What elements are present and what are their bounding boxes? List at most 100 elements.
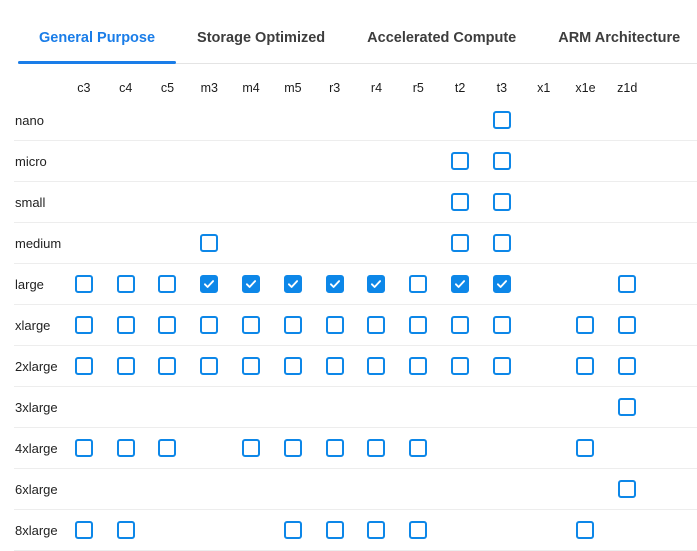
cell-large-z1d [606, 275, 648, 293]
checkbox-small-t3[interactable] [492, 193, 511, 211]
checkbox-xlarge-z1d[interactable] [618, 316, 637, 334]
checkbox-2xlarge-c5[interactable] [158, 357, 177, 375]
column-header-row: c3 c4 c5 m3 m4 m5 r3 r4 r5 t2 t3 x1 x1e z1d [14, 76, 697, 100]
checkbox-4xlarge-x1e[interactable] [576, 439, 595, 457]
checkbox-large-z1d[interactable] [618, 275, 637, 293]
checkbox-xlarge-t3[interactable] [492, 316, 511, 334]
tab-arm-architecture[interactable]: ARM Architecture [558, 30, 681, 46]
checkbox-4xlarge-c3[interactable] [74, 439, 93, 457]
checkbox-2xlarge-r3[interactable] [325, 357, 344, 375]
checkmark-icon [204, 280, 215, 288]
checkbox-4xlarge-r3[interactable] [325, 439, 344, 457]
checkbox-2xlarge-t2[interactable] [451, 357, 470, 375]
checkbox-8xlarge-c3[interactable] [74, 521, 93, 539]
checkbox-xlarge-r3[interactable] [325, 316, 344, 334]
checkbox-2xlarge-r4[interactable] [367, 357, 386, 375]
cell-medium-m3 [188, 234, 230, 252]
checkbox-xlarge-m4[interactable] [242, 316, 261, 334]
cell-xlarge-r5 [397, 316, 439, 334]
checkbox-xlarge-c3[interactable] [74, 316, 93, 334]
checkbox-8xlarge-m5[interactable] [283, 521, 302, 539]
checkbox-large-c4[interactable] [116, 275, 135, 293]
checkbox-large-t3[interactable] [492, 275, 511, 293]
checkbox-2xlarge-m4[interactable] [242, 357, 261, 375]
row-small: small [14, 182, 697, 223]
col-header-z1d: z1d [617, 81, 638, 95]
checkbox-4xlarge-c4[interactable] [116, 439, 135, 457]
tab-general-purpose[interactable]: General Purpose [18, 18, 177, 64]
checkbox-3xlarge-z1d[interactable] [618, 398, 637, 416]
checkbox-xlarge-c5[interactable] [158, 316, 177, 334]
cell-xlarge-r3 [314, 316, 356, 334]
cell-4xlarge-r3 [314, 439, 356, 457]
checkbox-xlarge-r4[interactable] [367, 316, 386, 334]
checkbox-large-m5[interactable] [283, 275, 302, 293]
checkbox-large-r4[interactable] [367, 275, 386, 293]
cell-8xlarge-c4 [105, 521, 147, 539]
checkbox-medium-t3[interactable] [492, 234, 511, 252]
cell-large-r3 [314, 275, 356, 293]
tab-storage-optimized[interactable]: Storage Optimized [197, 30, 326, 46]
tab-accelerated-compute[interactable]: Accelerated Compute [367, 30, 517, 46]
cell-xlarge-c5 [147, 316, 189, 334]
checkbox-2xlarge-x1e[interactable] [576, 357, 595, 375]
checkbox-2xlarge-c3[interactable] [74, 357, 93, 375]
checkbox-xlarge-r5[interactable] [409, 316, 428, 334]
checkbox-large-r5[interactable] [409, 275, 428, 293]
checkbox-2xlarge-m3[interactable] [200, 357, 219, 375]
cell-xlarge-c3 [63, 316, 105, 334]
checkbox-large-m3[interactable] [200, 275, 219, 293]
checkbox-4xlarge-c5[interactable] [158, 439, 177, 457]
checkbox-large-m4[interactable] [242, 275, 261, 293]
row-label-3xlarge: 3xlarge [15, 399, 58, 415]
checkbox-xlarge-t2[interactable] [451, 316, 470, 334]
row-6xlarge: 6xlarge [14, 469, 697, 510]
checkbox-2xlarge-c4[interactable] [116, 357, 135, 375]
checkbox-medium-t2[interactable] [451, 234, 470, 252]
checkbox-8xlarge-r5[interactable] [409, 521, 428, 539]
checkbox-4xlarge-r5[interactable] [409, 439, 428, 457]
cell-2xlarge-z1d [606, 357, 648, 375]
checkbox-2xlarge-t3[interactable] [492, 357, 511, 375]
checkbox-2xlarge-m5[interactable] [283, 357, 302, 375]
checkbox-4xlarge-m4[interactable] [242, 439, 261, 457]
checkbox-8xlarge-r4[interactable] [367, 521, 386, 539]
checkbox-large-t2[interactable] [451, 275, 470, 293]
col-header-c3: c3 [77, 81, 91, 95]
row-8xlarge: 8xlarge [14, 510, 697, 551]
col-header-t2: t2 [454, 81, 466, 95]
checkbox-xlarge-m3[interactable] [200, 316, 219, 334]
cell-large-t2 [439, 275, 481, 293]
checkbox-8xlarge-r3[interactable] [325, 521, 344, 539]
checkbox-8xlarge-c4[interactable] [116, 521, 135, 539]
checkbox-4xlarge-m5[interactable] [283, 439, 302, 457]
checkbox-large-r3[interactable] [325, 275, 344, 293]
col-header-x1: x1 [537, 81, 551, 95]
row-label-micro: micro [15, 153, 47, 169]
checkmark-icon [329, 280, 340, 288]
checkmark-icon [287, 280, 298, 288]
cell-xlarge-m4 [230, 316, 272, 334]
cell-2xlarge-c4 [105, 357, 147, 375]
checkbox-2xlarge-z1d[interactable] [618, 357, 637, 375]
cell-4xlarge-c3 [63, 439, 105, 457]
cell-4xlarge-r5 [397, 439, 439, 457]
checkbox-small-t2[interactable] [451, 193, 470, 211]
row-micro: micro [14, 141, 697, 182]
checkbox-nano-t3[interactable] [492, 111, 511, 129]
checkbox-4xlarge-r4[interactable] [367, 439, 386, 457]
checkbox-micro-t2[interactable] [451, 152, 470, 170]
row-xlarge: xlarge [14, 305, 697, 346]
checkbox-xlarge-c4[interactable] [116, 316, 135, 334]
checkbox-xlarge-m5[interactable] [283, 316, 302, 334]
checkbox-8xlarge-x1e[interactable] [576, 521, 595, 539]
checkmark-icon [455, 280, 466, 288]
checkbox-2xlarge-r5[interactable] [409, 357, 428, 375]
checkbox-xlarge-x1e[interactable] [576, 316, 595, 334]
checkbox-6xlarge-z1d[interactable] [618, 480, 637, 498]
checkbox-micro-t3[interactable] [492, 152, 511, 170]
cell-large-m5 [272, 275, 314, 293]
checkbox-large-c5[interactable] [158, 275, 177, 293]
checkbox-medium-m3[interactable] [200, 234, 219, 252]
checkbox-large-c3[interactable] [74, 275, 93, 293]
